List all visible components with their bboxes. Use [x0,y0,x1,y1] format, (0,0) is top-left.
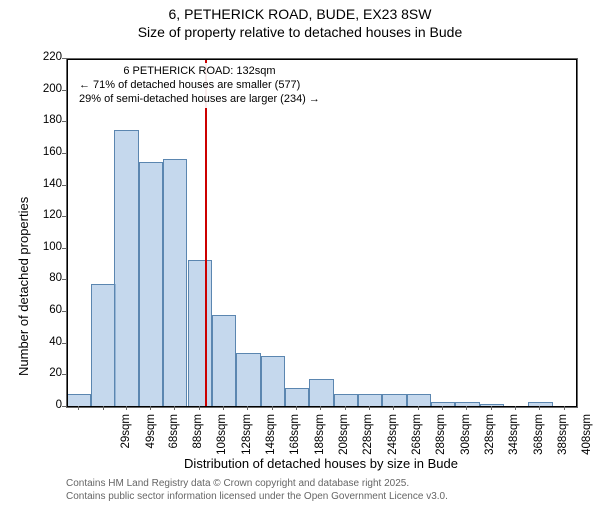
x-tick-label: 68sqm [168,414,180,458]
x-tick-label: 408sqm [581,414,593,458]
annotation-box: 6 PETHERICK ROAD: 132sqm← 71% of detache… [75,63,324,108]
x-tick-label: 29sqm [120,414,132,458]
x-tick-label: 348sqm [508,414,520,458]
histogram-bar [261,356,285,407]
x-tick [150,406,151,410]
x-tick-label: 248sqm [387,414,399,458]
x-tick [564,406,565,410]
footer-line-1: Contains HM Land Registry data © Crown c… [66,478,409,489]
histogram-bar [309,379,333,407]
x-tick [272,406,273,410]
y-tick-label: 160 [34,146,62,158]
x-tick-label: 168sqm [289,414,301,458]
y-tick-label: 140 [34,178,62,190]
y-tick [62,90,66,91]
x-tick [126,406,127,410]
y-tick [62,374,66,375]
y-tick [62,406,66,407]
chart-title: 6, PETHERICK ROAD, BUDE, EX23 8SW [0,6,600,22]
y-tick [62,216,66,217]
x-tick-label: 228sqm [362,414,374,458]
y-axis-label: Number of detached properties [16,197,31,376]
y-tick [62,248,66,249]
y-tick [62,121,66,122]
y-tick-label: 120 [34,209,62,221]
x-tick-label: 388sqm [557,414,569,458]
annotation-line: 29% of semi-detached houses are larger (… [79,93,320,107]
x-tick-label: 268sqm [411,414,423,458]
annotation-line: ← 71% of detached houses are smaller (57… [79,79,320,93]
reference-line [205,59,207,407]
x-tick [369,406,370,410]
histogram-bar [114,130,138,407]
y-tick-label: 60 [34,304,62,316]
y-tick [62,58,66,59]
x-tick-label: 288sqm [435,414,447,458]
x-tick-label: 308sqm [460,414,472,458]
x-tick [296,406,297,410]
y-tick-label: 0 [34,399,62,411]
chart-container: 6, PETHERICK ROAD, BUDE, EX23 8SW Size o… [0,6,600,506]
x-tick [491,406,492,410]
y-tick-label: 220 [34,51,62,63]
histogram-bar [188,260,212,407]
x-tick [539,406,540,410]
histogram-bar [212,315,236,407]
histogram-bar [236,353,260,407]
x-tick-label: 49sqm [145,414,157,458]
x-tick [418,406,419,410]
chart-subtitle: Size of property relative to detached ho… [0,24,600,40]
y-tick-label: 40 [34,336,62,348]
y-tick-label: 200 [34,83,62,95]
x-tick [174,406,175,410]
x-axis-label: Distribution of detached houses by size … [66,456,576,471]
footer-line-2: Contains public sector information licen… [66,491,448,502]
x-tick [393,406,394,410]
x-tick [515,406,516,410]
x-tick [466,406,467,410]
x-tick-label: 328sqm [484,414,496,458]
y-tick-label: 180 [34,114,62,126]
y-tick-label: 100 [34,241,62,253]
histogram-bar [285,388,309,407]
x-tick [345,406,346,410]
x-tick-label: 368sqm [533,414,545,458]
x-tick-label: 108sqm [216,414,228,458]
x-tick-label: 128sqm [241,414,253,458]
y-tick-label: 80 [34,272,62,284]
y-tick-label: 20 [34,367,62,379]
histogram-bar [139,162,163,407]
x-tick [320,406,321,410]
x-tick-label: 88sqm [192,414,204,458]
plot-area: 6 PETHERICK ROAD: 132sqm← 71% of detache… [66,58,578,408]
x-tick-label: 188sqm [314,414,326,458]
y-tick [62,153,66,154]
y-tick [62,311,66,312]
x-tick [78,406,79,410]
histogram-bar [91,284,115,407]
histogram-bar [67,394,91,407]
x-tick [442,406,443,410]
y-tick [62,343,66,344]
y-tick [62,185,66,186]
histogram-bar [163,159,187,407]
x-tick-label: 148sqm [265,414,277,458]
x-tick-label: 208sqm [338,414,350,458]
x-tick [199,406,200,410]
x-tick [223,406,224,410]
annotation-line: 6 PETHERICK ROAD: 132sqm [79,65,320,79]
y-tick [62,279,66,280]
x-tick [103,406,104,410]
x-tick [247,406,248,410]
